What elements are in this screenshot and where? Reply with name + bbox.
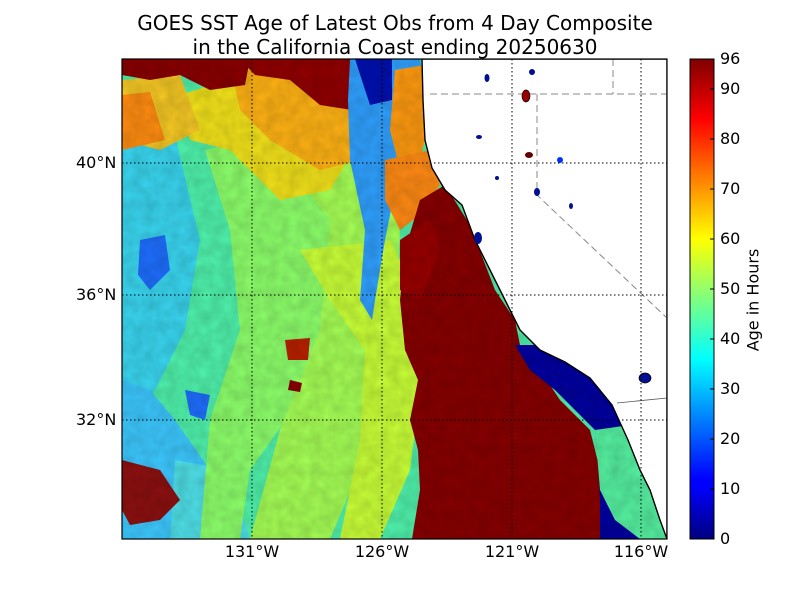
lon-label-131w: 131°W (224, 542, 280, 561)
lat-label-40n: 40°N (76, 153, 117, 172)
map-frame (121, 58, 668, 540)
colorbar-label-60: 60 (720, 229, 741, 248)
map-title-line2: in the California Coast ending 20250630 (192, 35, 598, 59)
lat-label-32n: 32°N (76, 410, 117, 429)
colorbar-label-50: 50 (720, 279, 741, 298)
lon-label-116w: 116°W (613, 542, 669, 561)
colorbar-label-96: 96 (720, 49, 741, 68)
colorbar-label-20: 20 (720, 429, 741, 448)
colorbar-label-30: 30 (720, 379, 741, 398)
colorbar-label-80: 80 (720, 129, 741, 148)
colorbar (689, 58, 715, 540)
colorbar-ticks (710, 58, 714, 540)
lon-label-121w: 121°W (484, 542, 540, 561)
lon-label-126w: 126°W (354, 542, 410, 561)
colorbar-label-40: 40 (720, 329, 741, 348)
map-title-line1: GOES SST Age of Latest Obs from 4 Day Co… (137, 11, 653, 35)
lat-label-36n: 36°N (76, 285, 117, 304)
colorbar-label-70: 70 (720, 179, 741, 198)
colorbar-label-0: 0 (720, 529, 731, 548)
colorbar-title: Age in Hours (743, 248, 763, 352)
graticule (122, 59, 667, 539)
sst-age-field (122, 59, 667, 539)
colorbar-label-90: 90 (720, 79, 741, 98)
colorbar-label-10: 10 (720, 479, 741, 498)
